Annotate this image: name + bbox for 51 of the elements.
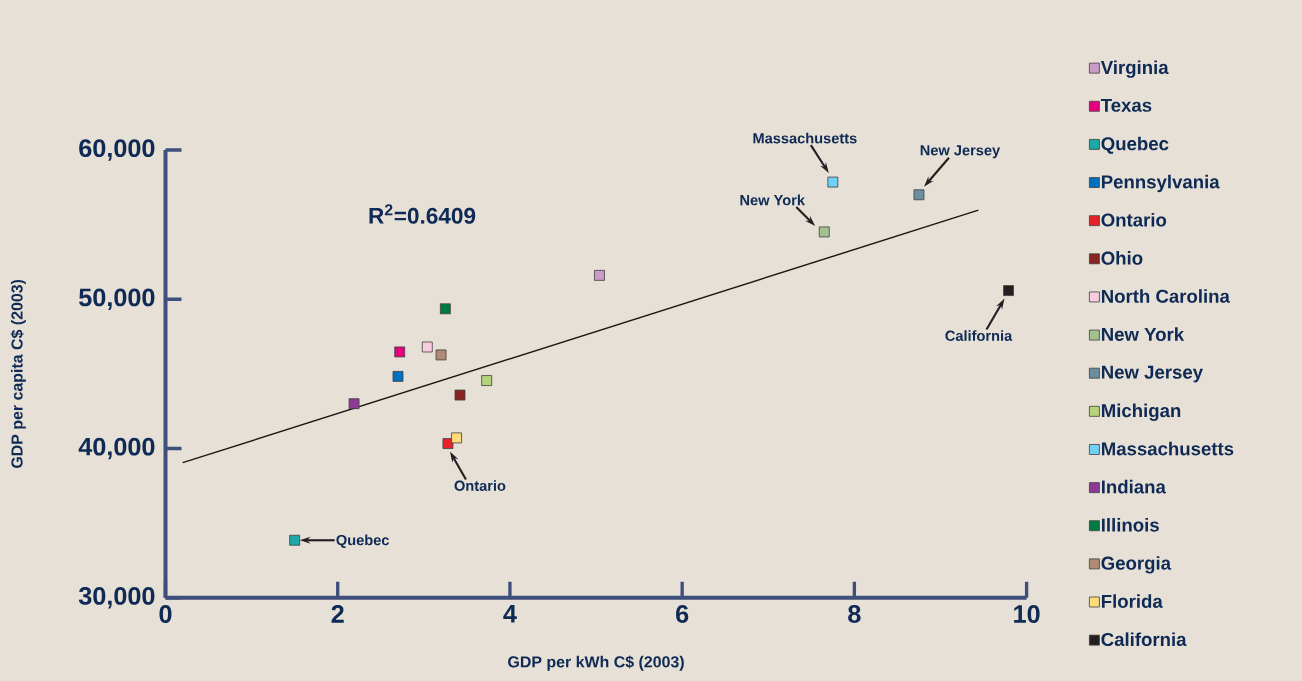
legend-label: Florida <box>1101 594 1163 608</box>
point <box>594 269 605 281</box>
annotation: New Jersey <box>920 145 1001 159</box>
point <box>421 341 433 353</box>
annotation: Ontario <box>454 480 506 491</box>
x-tick-label: 8 <box>848 605 861 623</box>
point <box>289 534 301 546</box>
legend-label: Pennsylvania <box>1101 174 1220 193</box>
point <box>442 438 454 449</box>
y-tick-label: 50,000 <box>79 288 155 310</box>
legend-label: Ohio <box>1101 251 1143 265</box>
point <box>481 375 493 386</box>
legend-label: North Carolina <box>1101 289 1230 303</box>
legend-label: Texas <box>1100 98 1152 112</box>
y-tick-label: 60,000 <box>79 139 155 161</box>
point <box>827 176 839 188</box>
x-tick-label: 0 <box>159 605 172 623</box>
annotation: Massachusetts <box>753 132 857 144</box>
legend-label: Indiana <box>1101 479 1166 494</box>
point <box>435 349 447 361</box>
legend-label: Virginia <box>1100 60 1169 78</box>
point <box>1003 285 1014 296</box>
point <box>451 432 462 444</box>
annotation: R$^{2}$=0.6409 <box>369 204 476 224</box>
legend-label: Ontario <box>1101 212 1167 227</box>
point <box>348 398 360 410</box>
x-tick-label: 2 <box>331 605 344 623</box>
legend-label: New Jersey <box>1101 365 1203 383</box>
legend-label: Massachusetts <box>1101 441 1234 456</box>
point <box>913 189 925 201</box>
y-tick-label: 40,000 <box>78 437 155 460</box>
y-axis-title: GDP per capita C$ (2003) <box>10 279 26 469</box>
x-tick-label: 4 <box>503 605 517 623</box>
point <box>439 303 451 315</box>
point <box>454 389 466 401</box>
x-tick-label: 6 <box>676 605 689 623</box>
point <box>394 346 406 358</box>
y-tick-label: 30,000 <box>78 586 155 609</box>
annotation: Quebec <box>336 534 390 548</box>
legend-label: Georgia <box>1101 556 1172 574</box>
x-axis-title: GDP per kWh C$ (2003) <box>508 655 684 671</box>
annotation: California <box>945 330 1013 341</box>
annotation: New York <box>740 194 806 206</box>
point <box>818 226 830 238</box>
legend-label: Quebec <box>1101 136 1169 154</box>
x-tick-label: 10 <box>1014 605 1040 623</box>
legend-label: California <box>1101 632 1187 647</box>
point <box>392 371 404 382</box>
legend-label: Illinois <box>1101 518 1159 532</box>
legend-label: Michigan <box>1101 403 1181 422</box>
legend-label: New York <box>1101 327 1185 341</box>
